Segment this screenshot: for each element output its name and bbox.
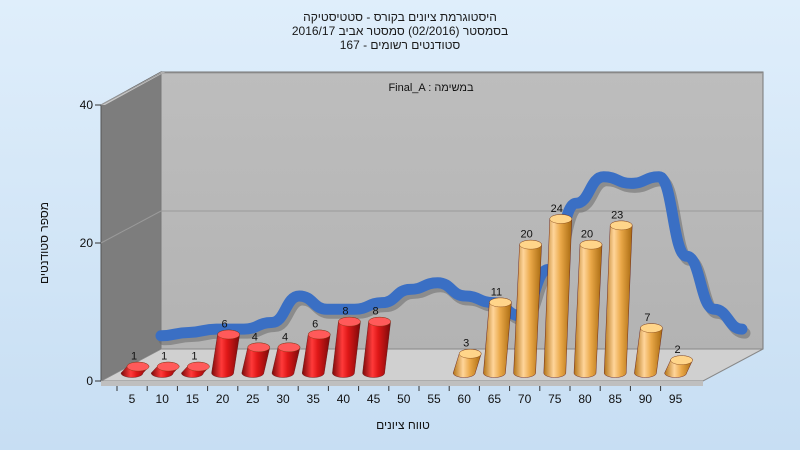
floor-edge — [101, 381, 703, 386]
x-tick-label: 95 — [669, 392, 683, 406]
bar — [603, 220, 633, 378]
x-tick-label: 25 — [246, 392, 260, 406]
x-tick-label: 45 — [367, 392, 381, 406]
bar-top — [338, 316, 361, 327]
bar — [362, 316, 391, 378]
bar-top — [459, 349, 482, 359]
x-ticks-layer: 5 10 15 20 25 30 35 40 45 50 55 60 65 70 75 80 85 90 95 — [116, 386, 683, 406]
chart-title-line-3: 167 - סטודנטים רשומים — [340, 38, 461, 52]
data-label: 1 — [131, 351, 137, 363]
bar-top — [126, 361, 150, 372]
data-label: 6 — [312, 318, 318, 330]
bar — [271, 342, 301, 378]
grid-line-side — [100, 210, 162, 244]
task-annotation: Final_A : במשימה — [388, 82, 474, 94]
data-label: 7 — [644, 312, 650, 324]
y-axis-label: מספר סטודנטים — [37, 202, 51, 284]
bar-top — [368, 316, 391, 327]
bar — [150, 361, 180, 378]
chart-title-line-1: היסטוגרמת ציונים בקורס - סטטיסטיקה — [303, 10, 497, 24]
bar — [241, 342, 271, 378]
data-label: 3 — [463, 338, 469, 350]
bar-top — [610, 220, 633, 231]
x-tick-label: 10 — [156, 392, 170, 406]
bar — [664, 355, 693, 378]
bar-top — [247, 342, 270, 353]
bar-top — [187, 361, 210, 372]
bar-top — [670, 355, 693, 365]
data-label: 4 — [252, 331, 258, 343]
bar — [301, 329, 331, 378]
bar — [332, 316, 361, 378]
bar-top — [156, 361, 180, 372]
x-tick-label: 70 — [518, 392, 532, 406]
x-tick-label: 30 — [276, 392, 290, 406]
bar — [120, 361, 150, 378]
data-label: 2 — [675, 344, 681, 356]
data-label: 20 — [581, 229, 593, 241]
bar — [181, 361, 210, 378]
curve-line — [155, 171, 748, 342]
bar-top — [308, 329, 331, 340]
curve-layer — [155, 171, 751, 346]
y-tick-label: 40 — [80, 98, 94, 112]
data-label: 6 — [222, 318, 228, 330]
bar — [634, 323, 663, 378]
x-tick-label: 5 — [129, 392, 136, 406]
x-tick-label: 40 — [337, 392, 351, 406]
data-label: 8 — [373, 306, 379, 318]
bar-top — [217, 329, 240, 340]
bar — [573, 239, 603, 378]
x-axis-label: טווח ציונים — [376, 418, 430, 432]
x-tick-label: 75 — [548, 392, 562, 406]
x-tick-label: 85 — [609, 392, 623, 406]
x-tick-label: 15 — [186, 392, 200, 406]
y-tick-label: 0 — [86, 374, 93, 388]
data-label: 1 — [161, 351, 167, 363]
bar — [452, 349, 482, 378]
x-tick-label: 55 — [427, 392, 441, 406]
bar-top — [277, 342, 301, 353]
x-tick-label: 90 — [639, 392, 653, 406]
grid-line-side — [100, 72, 162, 106]
x-tick-label: 80 — [578, 392, 592, 406]
x-tick-label: 20 — [216, 392, 230, 406]
bar — [211, 329, 240, 378]
data-label: 4 — [282, 331, 288, 343]
data-label: 20 — [520, 229, 532, 241]
bar — [513, 239, 542, 378]
x-tick-label: 50 — [397, 392, 411, 406]
x-tick-label: 35 — [307, 392, 321, 406]
data-label: 23 — [611, 209, 623, 221]
data-label: 24 — [551, 203, 563, 215]
bar-top — [519, 239, 542, 250]
x-tick-label: 60 — [458, 392, 472, 406]
bar — [543, 214, 573, 378]
x-tick-label: 65 — [488, 392, 502, 406]
bars-layer — [120, 214, 693, 378]
bar — [483, 297, 512, 378]
bar-top — [549, 214, 572, 224]
bar-top — [640, 323, 663, 333]
data-label: 8 — [342, 306, 348, 318]
bar-top — [579, 239, 603, 250]
gridlines — [100, 72, 763, 244]
y-ticks-layer: 0 20 40 — [80, 98, 101, 388]
chart-title-line-2: בסמסטר (02/2016) סמסטר אביב 2016/17 — [292, 24, 508, 38]
data-label: 1 — [191, 351, 197, 363]
data-label: 11 — [491, 286, 502, 298]
y-tick-label: 20 — [80, 236, 94, 250]
bar-top — [489, 297, 512, 308]
